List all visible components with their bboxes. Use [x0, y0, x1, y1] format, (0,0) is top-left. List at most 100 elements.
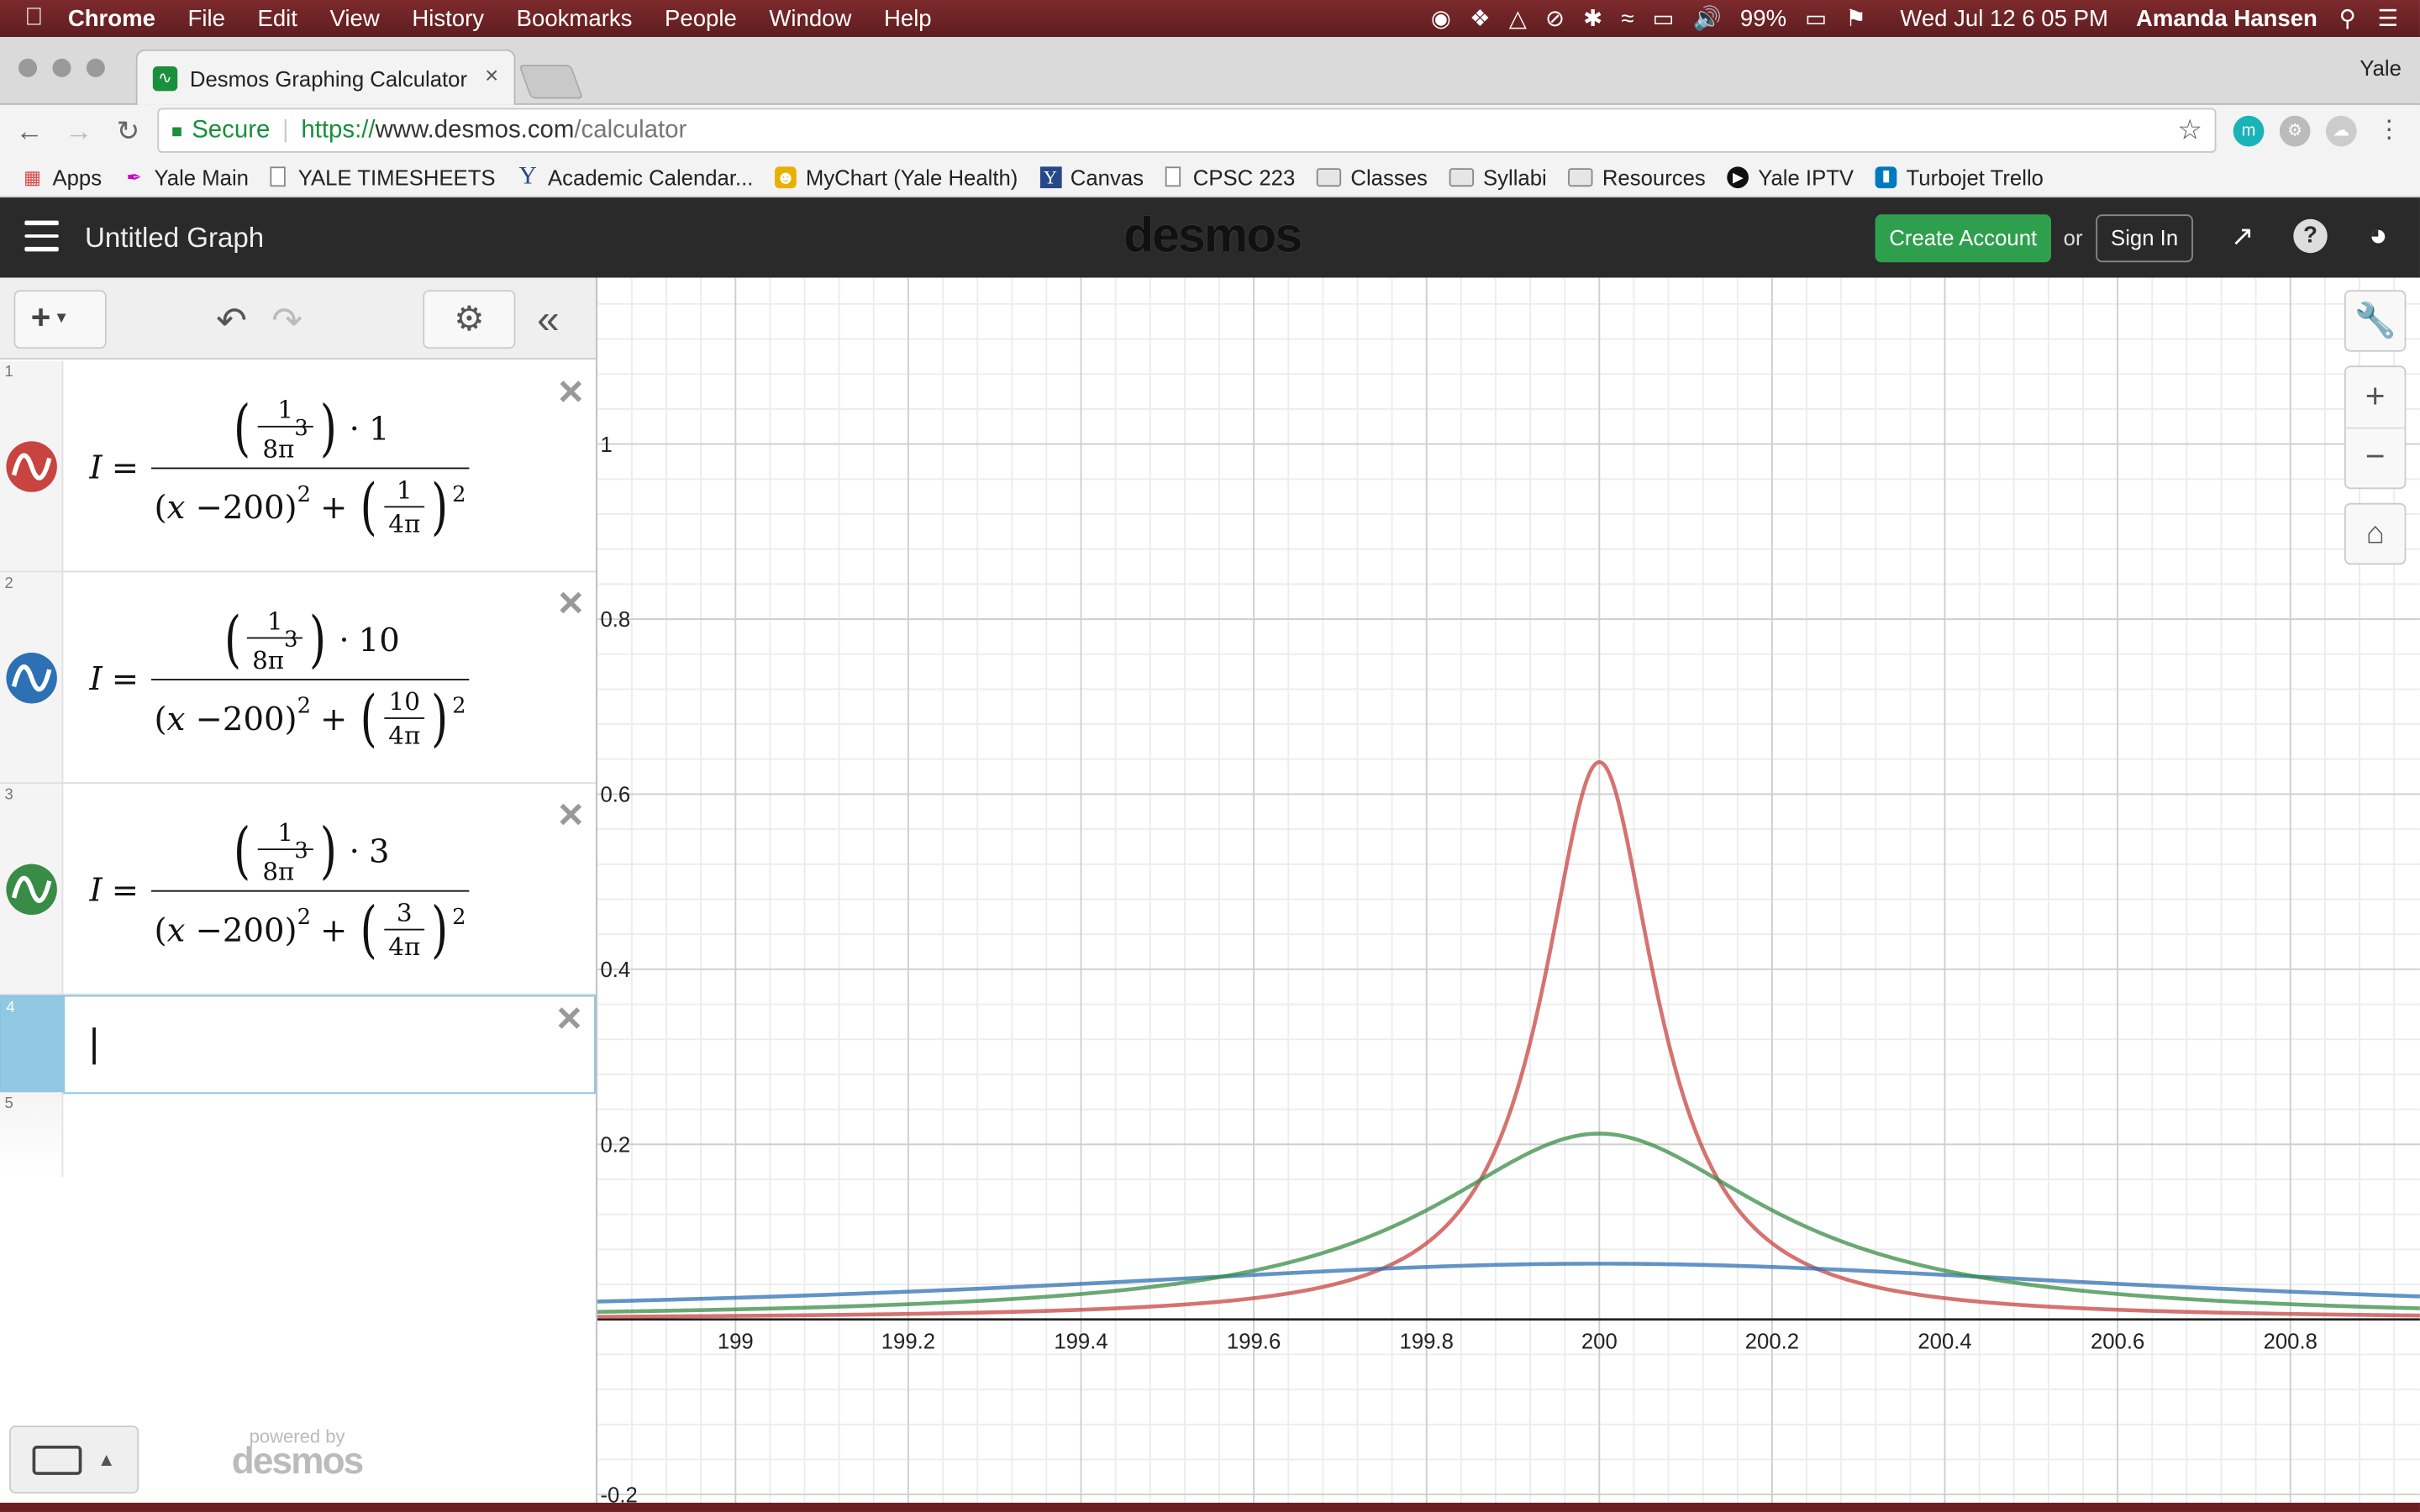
help-icon[interactable]: ? [2293, 218, 2328, 254]
minimize-window-button[interactable] [52, 58, 71, 77]
curve-color-icon[interactable] [6, 652, 57, 704]
play-icon: ▶ [1727, 165, 1749, 188]
forward-icon[interactable]: → [65, 114, 93, 146]
menu-help[interactable]: Help [883, 5, 932, 32]
curve-color-icon[interactable] [6, 864, 57, 916]
battery-icon[interactable]: ▭ [1805, 6, 1828, 33]
zoom-window-button[interactable] [86, 58, 105, 77]
new-tab-button[interactable] [518, 65, 584, 99]
bookmark-star-icon[interactable]: ☆ [2177, 113, 2202, 145]
apple-icon[interactable]:  [0, 5, 68, 33]
collapse-panel-icon[interactable]: « [537, 296, 560, 343]
expression-row-empty[interactable]: 5 [0, 1092, 596, 1178]
clock[interactable]: Wed Jul 12 6 05 PM [1900, 5, 2108, 32]
menu-file[interactable]: File [187, 5, 225, 32]
create-account-button[interactable]: Create Account [1875, 214, 2051, 263]
chrome-menu-icon[interactable]: ⋮ [2376, 117, 2402, 144]
desmos-header: Untitled Graph desmos Create Account or … [0, 197, 2420, 278]
user-name[interactable]: Amanda Hansen [2135, 5, 2317, 32]
graph-canvas[interactable]: 199 199.2 199.4 199.6 199.8 200 200.2 200.4 200.… [597, 277, 2420, 1512]
extension-m-icon[interactable]: m [2233, 115, 2265, 147]
delete-expression-icon[interactable]: × [558, 578, 584, 627]
add-item-button[interactable]: + ▼ [13, 290, 107, 349]
keypad-toggle-button[interactable]: ▲ [9, 1425, 139, 1494]
address-bar[interactable]: ■ Secure | https://www.desmos.com/calcul… [157, 108, 2217, 153]
tab-title: Desmos Graphing Calculator [189, 66, 468, 91]
expression-gutter: 2 [0, 572, 64, 783]
menu-people[interactable]: People [665, 5, 737, 32]
expression-math[interactable]: I = ( 1 8π3 ) · 10 [90, 572, 470, 784]
bookmark-resources[interactable]: Resources [1568, 165, 1706, 189]
notification-center-icon[interactable]: ☰ [2377, 6, 2399, 33]
volume-icon[interactable]: 🔊 [1692, 6, 1722, 33]
graph-paper[interactable]: 199 199.2 199.4 199.6 199.8 200 200.2 200.4 200.… [597, 277, 2420, 1512]
expression-math[interactable]: I = ( 1 8π3 ) · 1 [90, 361, 470, 573]
expression-gutter: 1 [0, 360, 64, 571]
globe-icon[interactable]: ◕ [2369, 218, 2388, 254]
undo-icon[interactable]: ↶ [216, 301, 248, 343]
expression-row[interactable]: 2 × I = ( 1 8π3 [0, 572, 596, 785]
bookmark-yale-timesheets[interactable]: YALE TIMESHEETS [270, 165, 496, 189]
sign-in-button[interactable]: Sign In [2096, 214, 2193, 263]
airplay-icon[interactable]: ▭ [1652, 6, 1675, 33]
x-tick-label: 199.2 [881, 1331, 935, 1354]
wifi-icon[interactable]: ≈ [1621, 5, 1634, 32]
delete-expression-icon[interactable]: × [558, 790, 584, 838]
bookmark-apps[interactable]: ▦ Apps [22, 165, 102, 189]
expression-row[interactable]: 3 × I = ( 1 8π3 [0, 784, 596, 995]
menu-edit[interactable]: Edit [257, 5, 297, 32]
numerator-value: 1 [277, 817, 293, 848]
bookmark-yale-main[interactable]: ✒ Yale Main [124, 165, 249, 189]
bookmark-academic-calendar[interactable]: Y Academic Calendar... [517, 164, 754, 189]
menu-view[interactable]: View [329, 5, 380, 32]
bookmark-yale-iptv[interactable]: ▶ Yale IPTV [1727, 165, 1854, 189]
bookmark-syllabi[interactable]: Syllabi [1449, 165, 1547, 189]
close-window-button[interactable] [18, 58, 38, 77]
zoom-in-icon[interactable]: + [2345, 367, 2405, 429]
home-zoom-icon[interactable]: ⌂ [2344, 502, 2407, 565]
redo-icon[interactable]: ↷ [271, 301, 303, 343]
secure-label: Secure [192, 116, 271, 143]
x-tick-label: 200 [1581, 1331, 1618, 1354]
hamburger-menu-icon[interactable] [24, 220, 59, 252]
bookmark-cpsc-223[interactable]: CPSC 223 [1165, 165, 1295, 189]
extension-gear-icon[interactable]: ⚙ [2279, 115, 2311, 147]
delete-expression-icon[interactable]: × [556, 993, 582, 1042]
sync-icon[interactable]: ⊘ [1545, 6, 1565, 33]
graph-settings-wrench-icon[interactable]: 🔧 [2344, 290, 2407, 352]
plus-sign: + [320, 488, 348, 526]
x-minus: x − [166, 488, 223, 526]
close-tab-icon[interactable]: × [485, 63, 499, 90]
battery-percent[interactable]: 99% [1739, 5, 1787, 32]
spotlight-icon[interactable]: ⚲ [2338, 6, 2356, 33]
menu-bookmarks[interactable]: Bookmarks [516, 5, 633, 32]
flag-icon[interactable]: ⚑ [1845, 6, 1866, 33]
zoom-out-icon[interactable]: − [2365, 436, 2386, 475]
expression-row-active[interactable]: 4 × [0, 993, 596, 1095]
drive-icon[interactable]: △ [1508, 6, 1527, 33]
graph-settings-icon[interactable]: ⚙ [423, 290, 516, 349]
dropbox-icon[interactable]: ❖ [1470, 6, 1491, 33]
graph-title[interactable]: Untitled Graph [85, 222, 265, 254]
bluetooth-icon[interactable]: ✱ [1583, 6, 1603, 33]
tab-desmos[interactable]: ∿ Desmos Graphing Calculator × [135, 49, 516, 105]
bookmark-mychart[interactable]: ☻ MyChart (Yale Health) [775, 164, 1018, 189]
expression-math[interactable]: I = ( 1 8π3 ) · 3 [90, 784, 470, 995]
record-icon[interactable]: ◉ [1430, 6, 1451, 33]
curve-color-icon[interactable] [6, 441, 57, 492]
main-fraction: ( 1 8π3 ) · 10 (x − 200) 2 + [150, 606, 470, 750]
menu-window[interactable]: Window [769, 5, 852, 32]
expression-row[interactable]: 1 × I = ( 1 8π3 [0, 360, 596, 573]
delete-expression-icon[interactable]: × [558, 367, 584, 416]
bookmark-classes[interactable]: Classes [1316, 165, 1428, 189]
profile-name[interactable]: Yale [2360, 55, 2402, 81]
reload-icon[interactable]: ↻ [116, 114, 140, 146]
back-icon[interactable]: ← [15, 114, 44, 146]
bookmark-canvas[interactable]: Y Canvas [1039, 165, 1144, 189]
share-icon[interactable]: ↗ [2230, 220, 2254, 252]
extension-cloud-icon[interactable]: ☁ [2325, 115, 2357, 147]
menu-history[interactable]: History [412, 5, 485, 32]
bookmark-turbojet-trello[interactable]: ▮ Turbojet Trello [1875, 165, 2044, 189]
denominator-term: 8π [262, 856, 295, 886]
menu-app-name[interactable]: Chrome [67, 5, 155, 32]
